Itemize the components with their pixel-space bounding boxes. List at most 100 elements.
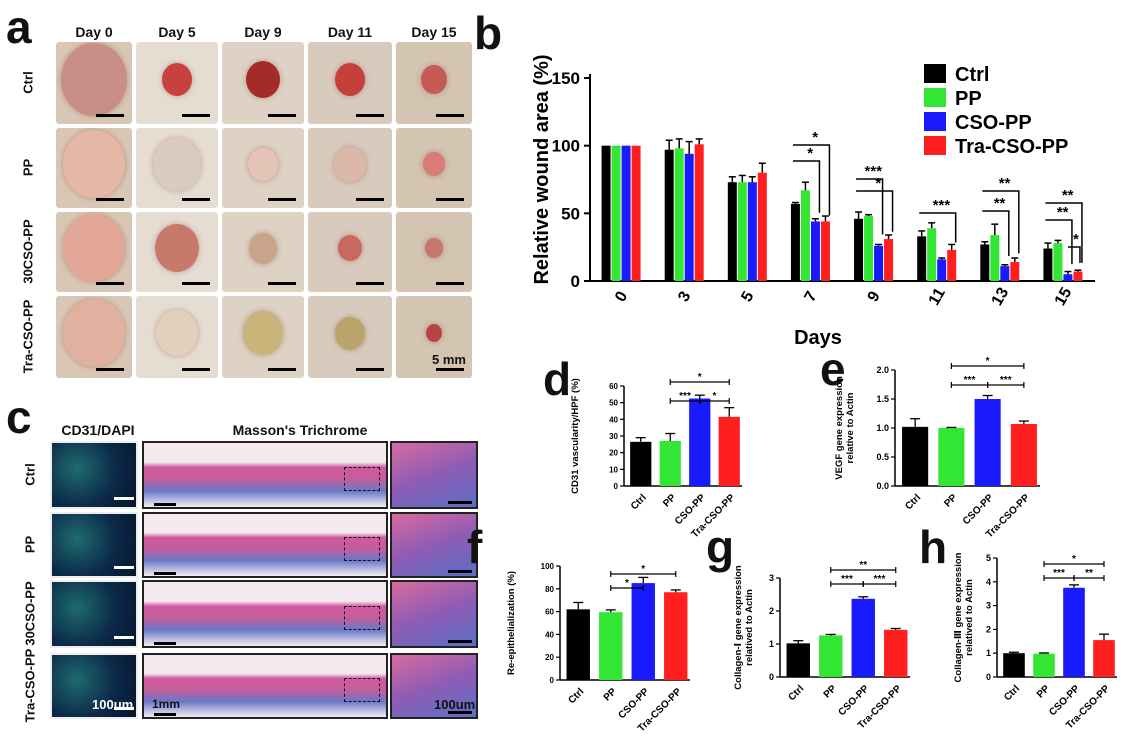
y-tick-label: 50 [561,204,580,223]
significance-mark: *** [1000,375,1012,386]
significance-mark: ** [999,175,1011,192]
y-tick-label: 30 [609,432,618,441]
legend-swatch [924,64,946,83]
x-tick-label: 9 [865,289,884,305]
wound-photo [56,212,132,292]
wound-area [421,64,447,94]
significance-mark: * [625,578,629,589]
wound-photo [396,128,472,208]
zoom-image [390,580,478,648]
y-tick-label: 0 [986,672,991,682]
zoom-image [390,653,478,719]
scale-bar [182,368,210,371]
scale-bar [154,503,176,506]
significance-mark: * [641,564,645,575]
wound-photo [222,42,304,124]
scale-bar [182,198,210,201]
y-axis-label: relative to Actin [845,392,856,463]
wound-area [425,238,443,258]
significance-mark: *** [964,375,976,386]
y-tick-label: 10 [609,465,618,474]
significance-bracket [856,190,894,232]
bar [884,239,894,281]
wound-area [63,299,125,367]
significance-bracket [856,178,884,235]
masson-trichrome-section [142,512,388,578]
x-tick-label: 5 [738,289,757,305]
y-tick-label: 60 [609,382,618,391]
panel-letter-b: b [474,7,503,59]
significance-bracket [1045,202,1083,263]
significance-bracket [792,160,821,213]
panel-letter-a: a [6,1,32,53]
wound-area [63,214,125,282]
y-axis-label: Collagen-Ⅲ gene expression [953,552,964,682]
masson-header: Masson's Trichrome [232,422,368,438]
bar [974,399,1001,486]
y-tick-label: 0.0 [876,481,889,491]
bar [947,249,957,281]
zoom-image [390,441,478,509]
cd31-header: CD31/DAPI [61,422,135,438]
x-tick-label: Ctrl [1002,683,1022,703]
bar [937,259,947,281]
bar [884,629,908,677]
panel-letter-g: g [706,521,735,573]
significance-mark: * [1072,554,1076,565]
panel-letter-e: e [820,343,846,395]
y-tick-label: 2 [986,624,991,634]
bar [631,583,655,680]
scale-bar [436,282,464,285]
wound-area [426,324,442,342]
significance-mark: *** [841,574,853,585]
wound-photo [396,42,472,124]
panel-letter-c: c [6,391,32,443]
scale-bar [448,711,472,714]
significance-bracket [982,210,1010,257]
y-tick-label: 80 [545,585,554,594]
bar [1053,243,1063,281]
x-tick-label: 11 [926,285,949,308]
legend-label: Tra-CSO-PP [955,136,1068,158]
scale-bar [448,570,472,573]
zoom-scale-label: 100um [434,697,476,712]
y-tick-label: 60 [545,608,554,617]
zoom-region-box [344,467,380,491]
x-tick-label: Ctrl [566,686,586,706]
wound-photo [396,296,472,378]
y-tick-label: 50 [609,399,618,408]
significance-mark: *** [679,391,691,402]
significance-mark: * [713,391,717,402]
panel-e-chart: 0.0 0.5 1.0 1.5 2.0 VEGF gene expression relat… [834,356,1040,540]
bar [938,428,965,486]
significance-mark: * [807,145,813,162]
bar [601,145,611,281]
scale-bar-label: 5 mm [432,352,466,367]
wound-photo [136,296,218,378]
bar [800,190,810,281]
bar [1033,653,1055,677]
significance-mark: ** [859,560,867,571]
wound-area [243,311,283,355]
significance-bracket [982,190,1020,254]
y-axis-label: Relative wound area (%) [531,54,553,284]
cd31-fluorescence-image [50,653,138,719]
y-axis-label: Collagen-Ⅰ gene expression [733,565,744,690]
zoom-region-box [344,678,380,702]
significance-mark: * [986,356,990,367]
panel-letter-h: h [919,521,948,573]
bar [902,426,929,486]
scale-bar [182,114,210,117]
y-tick-label: 2 [769,606,774,616]
wound-area [153,137,201,191]
significance-mark: *** [933,197,951,214]
x-tick-label: Ctrl [786,683,806,703]
significance-mark: * [875,175,881,192]
wound-photo [56,296,132,378]
y-axis-label: relatived to Actin [964,579,975,656]
wound-area [162,62,192,96]
panel-letter-f: f [467,521,483,573]
significance-mark: *** [1053,568,1065,579]
bar [927,228,937,281]
legend-label: PP [955,88,982,110]
